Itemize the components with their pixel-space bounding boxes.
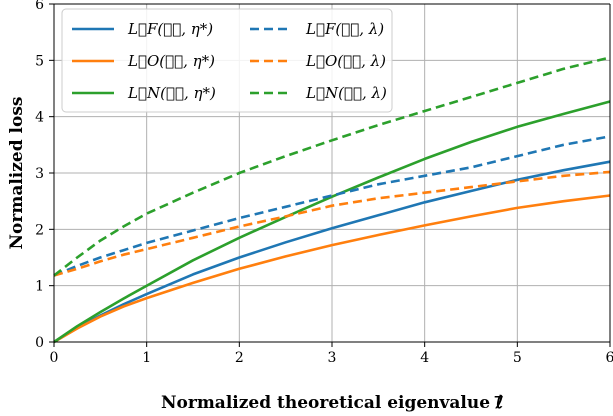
legend-label-2: L⃗N(ℓ⃗, η*) — [127, 84, 216, 102]
y-tick-label-6: 6 — [35, 0, 44, 13]
y-tick-label-3: 3 — [35, 166, 44, 182]
y-axis-title: Normalized loss — [7, 97, 27, 250]
x-tick-label-2: 2 — [235, 350, 244, 366]
x-axis-title: Normalized theoretical eigenvalue ℓ⃗ — [161, 393, 503, 413]
series-line-3 — [53, 135, 611, 277]
x-tick-label-5: 5 — [513, 350, 522, 366]
series-layer — [53, 56, 611, 344]
x-tick-label-0: 0 — [50, 350, 59, 366]
y-tick-label-0: 0 — [35, 335, 44, 351]
y-tick-label-5: 5 — [35, 53, 44, 69]
legend-label-4: L⃗O(ℓ⃗, λ) — [305, 52, 386, 70]
legend-label-0: L⃗F(ℓ⃗, η*) — [127, 20, 213, 38]
x-tick-label-1: 1 — [142, 350, 151, 366]
legend-label-1: L⃗O(ℓ⃗, η*) — [127, 52, 215, 70]
y-tick-label-2: 2 — [35, 222, 44, 238]
series-line-4 — [53, 170, 611, 277]
legend: L⃗F(ℓ⃗, η*) L⃗O(ℓ⃗, η*) L⃗N(ℓ⃗, η*) L⃗F(ℓ⃗,… — [61, 8, 393, 113]
x-tick-label-6: 6 — [606, 350, 613, 366]
legend-label-3: L⃗F(ℓ⃗, λ) — [305, 20, 384, 38]
x-tick-label-3: 3 — [328, 350, 337, 366]
y-tick-label-1: 1 — [35, 279, 44, 295]
y-tick-label-4: 4 — [35, 110, 44, 126]
tick-labels: 0 1 2 3 4 5 6 0 1 2 3 4 5 6 — [35, 0, 613, 366]
x-tick-label-4: 4 — [420, 350, 429, 366]
series-line-1 — [53, 194, 611, 344]
series-line-0 — [53, 160, 611, 344]
legend-box — [61, 8, 393, 113]
legend-label-5: L⃗N(ℓ⃗, λ) — [305, 84, 387, 102]
